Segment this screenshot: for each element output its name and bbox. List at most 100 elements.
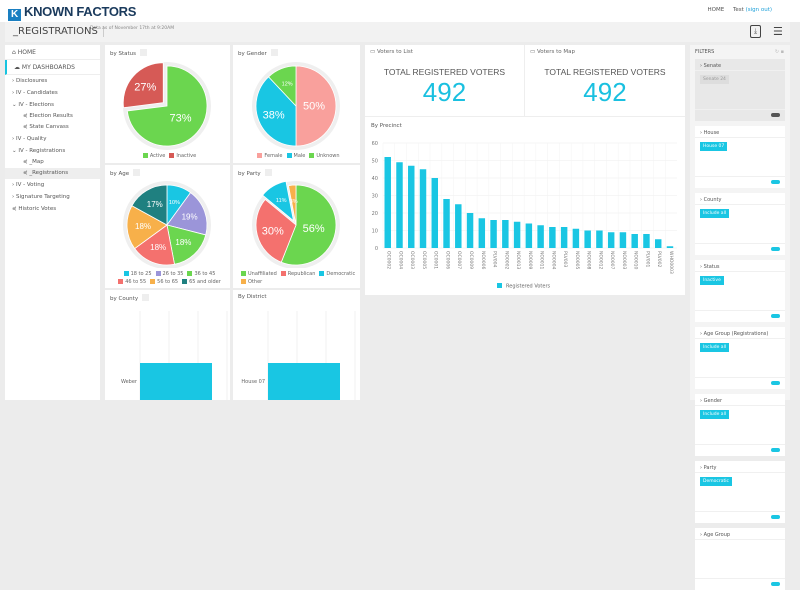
filter-value-chip[interactable]: Democratic [700,477,732,486]
bar-NO0008[interactable] [584,230,591,249]
filter-toggle[interactable] [771,113,780,117]
filter-toggle[interactable] [771,180,780,184]
bar-OC0006[interactable] [443,199,450,248]
bar-NO0005[interactable] [572,228,580,248]
legend-item[interactable]: Male [283,152,305,159]
legend-item[interactable]: Other [237,278,262,285]
filter-header[interactable]: › Age Group [695,528,785,540]
options-icon[interactable] [270,49,278,56]
sidebar-item[interactable]: › IV - Quality [5,133,100,145]
filter-header[interactable]: › House [695,126,785,138]
download-icon[interactable]: ⤓ [750,25,761,38]
pie-slice-56-to-65[interactable] [126,205,168,250]
filter-value-chip[interactable]: Include all [700,410,730,419]
pie-slice-republican[interactable] [255,198,297,263]
legend-item[interactable]: Inactive [165,152,196,159]
bar-NO0013[interactable] [513,221,521,248]
sign-out-link[interactable]: (sign out) [745,7,772,13]
sidebar-item[interactable]: › IV - Candidates [5,87,100,99]
bar-WHO0003[interactable] [666,246,674,248]
sidebar-item[interactable]: ⌄ IV - Registrations [5,145,100,157]
legend-item[interactable]: 56 to 65 [146,278,178,285]
sidebar-my-dashboards[interactable]: ☁ MY DASHBOARDS [5,60,100,75]
filter-value-chip[interactable]: Senate 24 [700,75,729,84]
options-icon[interactable] [264,169,272,176]
options-icon[interactable] [142,294,150,301]
bar-OC0002[interactable] [384,157,391,248]
pie-slice-46-to-55[interactable] [134,224,175,266]
sidebar-item[interactable]: › Signature Targeting [5,191,100,203]
sidebar-item[interactable]: ⋞ Historic Votes [5,203,100,215]
pie-slice-other[interactable] [288,184,297,226]
reset-icon[interactable]: ↻ ▪ [774,49,784,55]
options-icon[interactable] [140,49,148,56]
options-icon[interactable] [133,169,141,176]
pie-slice-inactive[interactable] [122,62,164,109]
filter-value-chip[interactable]: House 07 [700,142,728,151]
bar-OC0004[interactable] [396,162,403,248]
sidebar-item[interactable]: › Disclosures [5,75,100,87]
bar-NO0010[interactable] [631,234,638,248]
legend-item[interactable]: Unaffiliated [237,270,277,277]
legend-item[interactable]: Active [139,152,165,159]
pie-slice-65-and-older[interactable] [131,184,168,226]
bar-NO0006[interactable] [478,218,486,248]
bar[interactable] [140,363,212,400]
bar-OC0001[interactable] [431,178,439,248]
legend-item[interactable]: 46 to 55 [114,278,146,285]
filter-value-chip[interactable]: Include all [700,343,730,352]
legend-item[interactable]: Unknown [305,152,340,159]
sidebar-item[interactable]: ⋞ Election Results [5,111,100,122]
legend-item[interactable]: 36 to 45 [183,270,215,277]
filter-header[interactable]: › Age Group (Registrations) [695,327,785,339]
sidebar-home[interactable]: ⌂ HOME [5,45,100,60]
bar-NO0011[interactable] [537,225,544,248]
logo[interactable]: K KNOWN FACTORS [8,4,136,21]
pie-slice-unaffiliated[interactable] [280,184,337,266]
filter-toggle[interactable] [771,247,780,251]
sidebar-item[interactable]: ⋞ _Map [5,157,100,168]
sidebar-item[interactable]: ⋞ _Registrations [5,168,100,179]
filter-header[interactable]: › Gender [695,394,785,406]
bar-NO0003[interactable] [619,232,627,248]
menu-icon[interactable]: ☰ [773,25,783,38]
bar-NO0012[interactable] [596,230,603,249]
sidebar-item[interactable]: ⋞ State Canvass [5,122,100,133]
pie-slice-active[interactable] [126,65,208,147]
pie-slice-democratic[interactable] [262,180,295,222]
sidebar-item[interactable]: ⌄ IV - Elections [5,99,100,111]
home-link[interactable]: HOME [707,7,725,13]
filter-toggle[interactable] [771,381,780,385]
pie-slice-unknown[interactable] [268,65,297,108]
filter-header[interactable]: › Party [695,461,785,473]
voters-to-map-card[interactable]: ▭ Voters to Map TOTAL REGISTERED VOTERS … [525,45,685,117]
bar-NO0004[interactable] [549,227,556,248]
bar-OC0005[interactable] [419,169,427,248]
filter-toggle[interactable] [771,582,780,586]
bar-OC0003[interactable] [408,165,415,248]
bar[interactable] [268,363,340,400]
bar-PLV002[interactable] [654,239,662,248]
bar-PLV001[interactable] [643,234,650,248]
filter-toggle[interactable] [771,515,780,519]
bar-OC0009[interactable] [466,213,474,248]
filter-header[interactable]: › County [695,193,785,205]
legend-item[interactable]: Democratic [315,270,355,277]
legend-item[interactable]: Republican [277,270,315,277]
legend-item[interactable]: 26 to 35 [152,270,183,277]
legend-item[interactable]: 18 to 25 [120,270,152,277]
pie-slice-female[interactable] [295,65,337,147]
pie-slice-36-to-45[interactable] [166,224,207,265]
bar-NO0002[interactable] [502,220,509,248]
legend-item[interactable]: Female [253,152,283,159]
filter-header[interactable]: › Status [695,260,785,272]
bar-OC0007[interactable] [455,204,462,248]
filter-value-chip[interactable]: Inactive [700,276,724,285]
filter-header[interactable]: › Senate [695,59,785,71]
bar-PLV003[interactable] [560,227,568,248]
bar-NO0007[interactable] [607,232,615,248]
legend-item[interactable]: 65 and older [178,278,221,285]
sidebar-item[interactable]: › IV - Voting [5,179,100,191]
bar-NO0009[interactable] [525,223,533,249]
filter-value-chip[interactable]: Include all [700,209,730,218]
